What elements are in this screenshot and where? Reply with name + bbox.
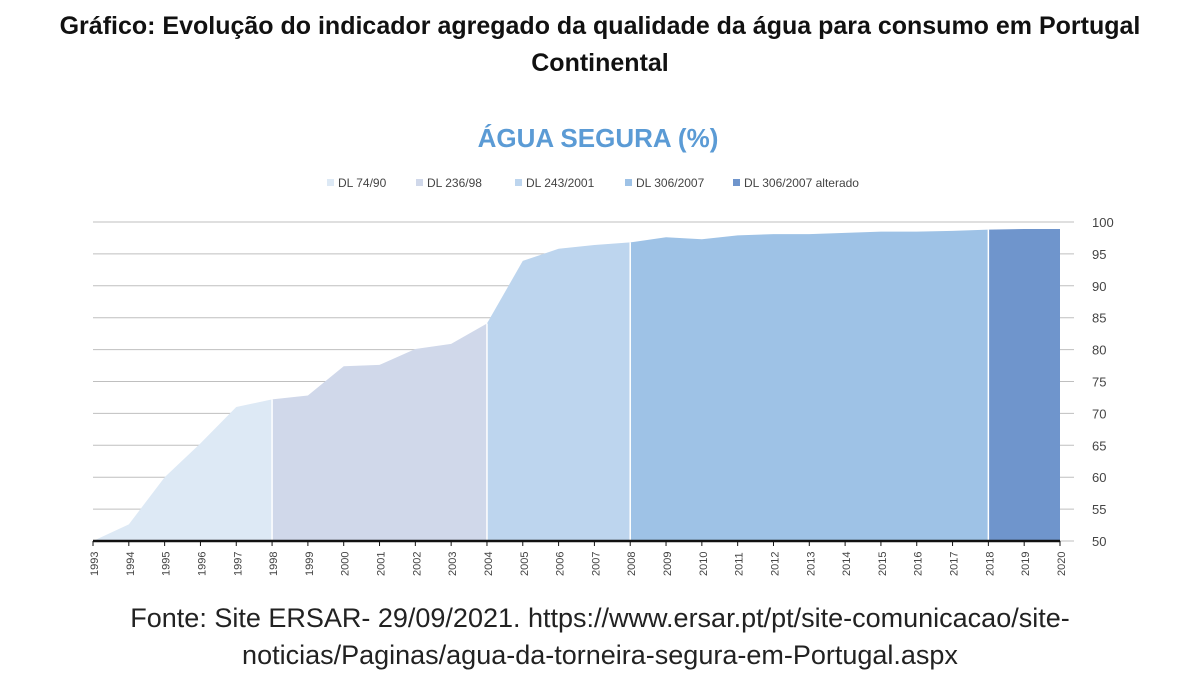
x-tick-label: 2010	[698, 552, 710, 576]
x-tick-label: 2018	[984, 552, 996, 576]
x-tick-label: 2012	[769, 552, 781, 576]
x-tick-label: 2013	[805, 552, 817, 576]
area-series-2	[272, 323, 487, 541]
x-tick-label: 2007	[590, 552, 602, 576]
legend-item: DL 74/90	[327, 176, 387, 190]
x-tick-label: 1993	[89, 552, 101, 576]
legend-label: DL 306/2007 alterado	[744, 176, 859, 190]
y-tick-label: 90	[1092, 279, 1106, 294]
area-series-3	[486, 242, 631, 541]
y-tick-label: 85	[1092, 311, 1106, 326]
area-chart: ÁGUA SEGURA (%) DL 74/90 DL 236/98 DL 243/…	[89, 123, 1114, 576]
legend-item: DL 306/2007	[625, 176, 705, 190]
area-series-5	[988, 229, 1060, 541]
legend-label: DL 236/98	[427, 176, 482, 190]
y-axis-ticks: 50 55 60 65 70 75 80 85 90 95 100	[1092, 215, 1114, 549]
legend-item: DL 306/2007 alterado	[733, 176, 859, 190]
x-tick-label: 2009	[662, 552, 674, 576]
legend-item: DL 243/2001	[515, 176, 595, 190]
y-tick-label: 55	[1092, 502, 1106, 517]
x-tick-label: 2000	[340, 552, 352, 576]
page-title-text: Gráfico: Evolução do indicador agregado …	[59, 12, 1141, 77]
y-tick-label: 70	[1092, 406, 1106, 421]
legend-swatch	[515, 179, 522, 186]
y-tick-label: 95	[1092, 247, 1106, 262]
x-tick-label: 2014	[841, 552, 853, 576]
x-tick-label: 1999	[304, 552, 316, 576]
area-series-1	[93, 399, 273, 541]
chart-legend: DL 74/90 DL 236/98 DL 243/2001 DL 306/2007 D…	[327, 176, 859, 190]
source-line-2: noticias/Paginas/agua-da-torneira-segura…	[242, 640, 958, 670]
x-tick-label: 1995	[161, 552, 173, 576]
y-tick-label: 100	[1092, 215, 1114, 230]
x-tick-label: 2005	[519, 552, 531, 576]
x-tick-label: 2015	[877, 552, 889, 576]
page-title: Gráfico: Evolução do indicador agregado …	[0, 8, 1200, 82]
x-tick-label: 1996	[196, 552, 208, 576]
x-tick-label: 1994	[125, 552, 137, 576]
x-tick-label: 2020	[1056, 552, 1068, 576]
legend-item: DL 236/98	[416, 176, 482, 190]
x-tick-label: 2019	[1020, 552, 1032, 576]
x-tick-label: 2006	[555, 552, 567, 576]
legend-label: DL 243/2001	[526, 176, 595, 190]
x-tick-label: 2017	[949, 552, 961, 576]
chart-areas	[93, 229, 1060, 541]
area-series-4	[630, 229, 989, 541]
x-tick-label: 2011	[734, 552, 746, 576]
legend-swatch	[733, 179, 740, 186]
x-tick-label: 2016	[913, 552, 925, 576]
source-line-1: Fonte: Site ERSAR- 29/09/2021. https://w…	[130, 603, 1070, 633]
legend-swatch	[416, 179, 423, 186]
y-tick-label: 80	[1092, 343, 1106, 358]
x-tick-label: 1997	[232, 552, 244, 576]
x-tick-label: 1998	[268, 552, 280, 576]
x-tick-label: 2003	[447, 552, 459, 576]
x-tick-label: 2008	[626, 552, 638, 576]
y-tick-label: 60	[1092, 470, 1106, 485]
x-tick-label: 2002	[411, 552, 423, 576]
legend-swatch	[625, 179, 632, 186]
source-note: Fonte: Site ERSAR- 29/09/2021. https://w…	[0, 600, 1200, 674]
legend-label: DL 306/2007	[636, 176, 705, 190]
x-tick-label: 2001	[376, 552, 388, 576]
x-tick-label: 2004	[483, 552, 495, 576]
legend-swatch	[327, 179, 334, 186]
y-tick-label: 75	[1092, 375, 1106, 390]
chart-title: ÁGUA SEGURA (%)	[478, 123, 719, 153]
legend-label: DL 74/90	[338, 176, 387, 190]
y-tick-label: 50	[1092, 534, 1106, 549]
x-axis-ticks: 1993 1994 1995 1996 1997 1998 1999 2000 2001 2002…	[89, 541, 1068, 576]
y-tick-label: 65	[1092, 438, 1106, 453]
